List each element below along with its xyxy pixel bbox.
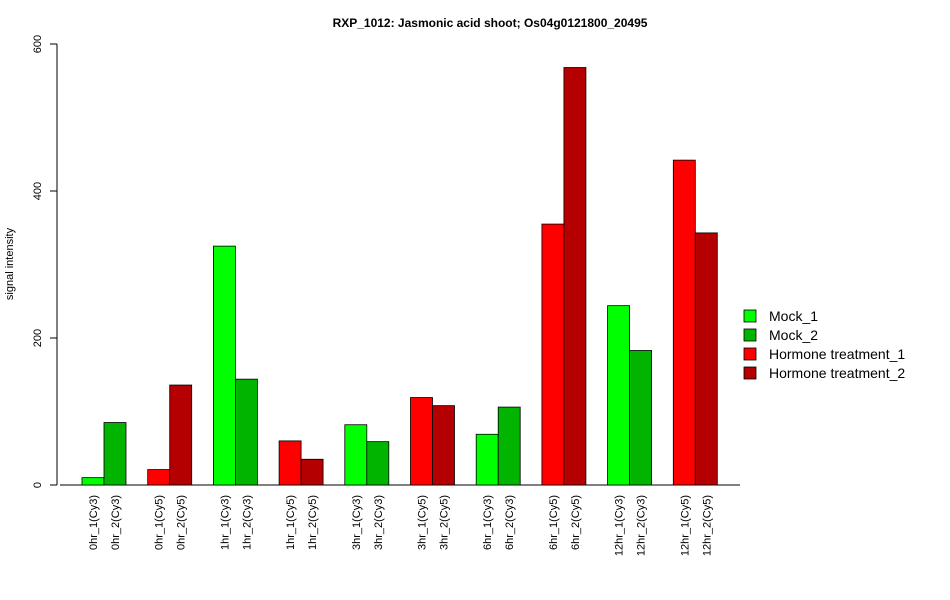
y-tick-label: 600	[32, 35, 44, 53]
bar	[344, 424, 368, 486]
bar	[103, 422, 127, 486]
x-tick-label: 1hr_1(Cy5)	[285, 495, 297, 550]
bar	[81, 477, 105, 486]
x-tick-label: 3hr_2(Cy3)	[373, 495, 385, 550]
x-tick-label: 0hr_2(Cy5)	[176, 495, 188, 550]
bar	[672, 159, 696, 486]
x-tick-label: 3hr_2(Cy5)	[439, 495, 451, 550]
bar	[497, 406, 521, 486]
bar	[475, 433, 499, 486]
bar	[694, 232, 718, 486]
x-tick-label: 1hr_1(Cy3)	[219, 495, 231, 550]
bar	[234, 378, 258, 486]
chart-title: RXP_1012: Jasmonic acid shoot; Os04g0121…	[333, 16, 648, 30]
x-axis-labels: 0hr_1(Cy3) 0hr_2(Cy3) 0hr_1(Cy5) 0hr_2(Cy5)…	[88, 495, 713, 556]
x-tick-label: 12hr_1(Cy5)	[679, 495, 691, 556]
x-tick-label: 12hr_2(Cy5)	[701, 495, 713, 556]
bar	[212, 245, 236, 486]
bar	[432, 405, 455, 486]
legend-swatch	[743, 309, 757, 323]
bar	[147, 469, 171, 486]
bar	[563, 67, 587, 486]
bar	[410, 397, 433, 486]
x-tick-label: 6hr_2(Cy5)	[570, 495, 582, 550]
legend-swatch	[743, 366, 757, 380]
bar	[278, 440, 302, 486]
y-axis-label: signal intensity	[4, 227, 16, 300]
bar	[541, 223, 565, 486]
legend-label: Mock_1	[769, 308, 818, 324]
legend: Mock_1 Mock_2 Hormone treatment_1 Hormone t…	[743, 308, 905, 381]
x-tick-label: 0hr_2(Cy3)	[110, 495, 122, 550]
x-tick-label: 0hr_1(Cy5)	[154, 495, 166, 550]
x-tick-label: 12hr_1(Cy3)	[614, 495, 626, 556]
legend-label: Hormone treatment_2	[769, 365, 905, 381]
y-tick-label: 0	[32, 482, 44, 488]
bar	[607, 305, 630, 486]
x-tick-label: 3hr_1(Cy3)	[351, 495, 363, 550]
bar	[366, 441, 390, 486]
bars	[81, 67, 718, 486]
x-tick-label: 6hr_2(Cy3)	[504, 495, 516, 550]
x-tick-label: 1hr_2(Cy5)	[307, 495, 319, 550]
bar	[629, 350, 652, 486]
y-tick-label: 200	[32, 329, 44, 347]
x-tick-label: 6hr_1(Cy3)	[482, 495, 494, 550]
y-tick-label: 400	[32, 182, 44, 200]
x-tick-label: 6hr_1(Cy5)	[548, 495, 560, 550]
legend-label: Hormone treatment_1	[769, 346, 905, 362]
legend-label: Mock_2	[769, 327, 818, 343]
x-tick-label: 0hr_1(Cy3)	[88, 495, 100, 550]
bar	[300, 458, 324, 486]
x-tick-label: 3hr_1(Cy5)	[417, 495, 429, 550]
bar	[169, 384, 193, 486]
legend-swatch	[743, 347, 757, 361]
legend-swatch	[743, 328, 757, 342]
x-tick-label: 1hr_2(Cy3)	[241, 495, 253, 550]
x-tick-label: 12hr_2(Cy3)	[636, 495, 648, 556]
